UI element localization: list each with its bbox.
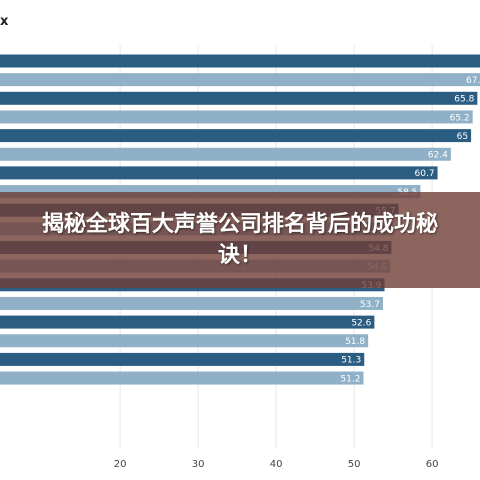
x-tick-label: 40 xyxy=(270,459,283,470)
bar xyxy=(0,91,478,105)
x-tick-label: 20 xyxy=(114,459,127,470)
bar-value-label: 65.2 xyxy=(450,113,470,123)
x-tick-label: 50 xyxy=(348,459,361,470)
x-tick-label: 30 xyxy=(192,459,205,470)
x-axis-ticks: 203040506070 xyxy=(114,459,439,470)
bar-value-label: 67.3 xyxy=(466,76,480,86)
bar xyxy=(0,315,375,329)
bar xyxy=(0,352,365,366)
bar-value-label: 51.3 xyxy=(341,356,361,366)
bar xyxy=(0,73,480,87)
bar-value-label: 52.6 xyxy=(351,318,371,328)
bar xyxy=(0,371,364,385)
bar xyxy=(0,129,472,143)
bar xyxy=(0,147,451,161)
bar-value-label: 65 xyxy=(457,132,468,142)
bar-value-label: 60.7 xyxy=(415,169,435,179)
bar-value-label: 53.7 xyxy=(360,300,380,310)
bar-value-label: 51.8 xyxy=(345,337,365,347)
banner-text: 揭秘全球百大声誉公司排名背后的成功秘诀！ xyxy=(41,212,438,268)
bar xyxy=(0,54,480,68)
bar xyxy=(0,334,369,348)
bar-value-label: 62.4 xyxy=(428,151,448,161)
chart-title-fragment: x xyxy=(0,14,9,29)
bar xyxy=(0,166,438,180)
bar xyxy=(0,110,473,124)
overlay-banner: 揭秘全球百大声誉公司排名背后的成功秘诀！ xyxy=(0,192,480,288)
bar xyxy=(0,296,383,310)
x-tick-label: 60 xyxy=(426,459,439,470)
bar-value-label: 51.2 xyxy=(340,374,360,384)
bar-value-label: 65.8 xyxy=(454,95,474,105)
